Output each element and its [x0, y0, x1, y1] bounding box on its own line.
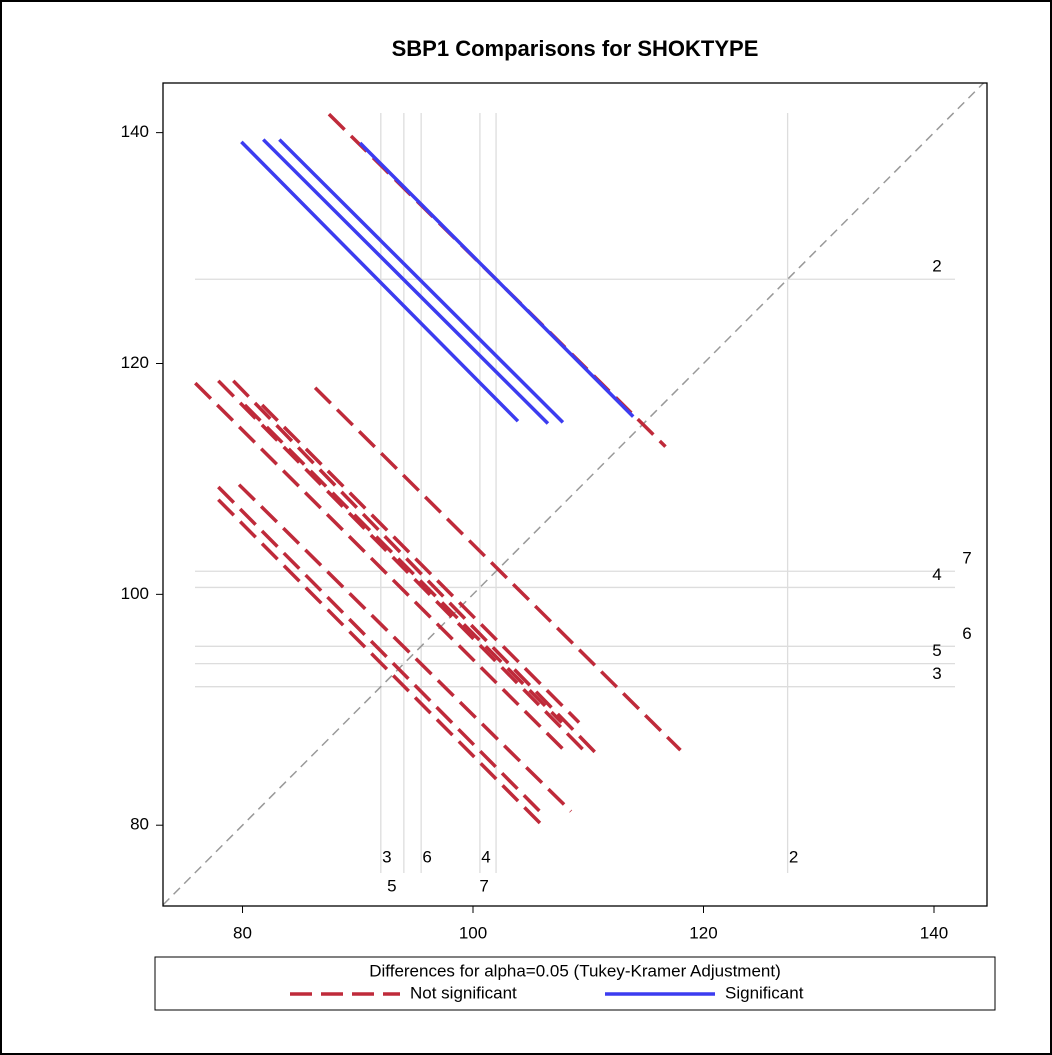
- group-label: 7: [479, 876, 488, 895]
- x-tick-label: 80: [233, 923, 252, 942]
- group-label: 4: [481, 847, 490, 866]
- group-label: 6: [422, 847, 431, 866]
- comparison-segment: [260, 403, 581, 724]
- comparison-segment: [358, 141, 635, 418]
- comparison-segment: [232, 379, 602, 759]
- x-tick-label: 100: [459, 923, 487, 942]
- y-tick-label: 100: [121, 584, 149, 603]
- group-label: 7: [962, 549, 971, 568]
- group-label: 5: [932, 641, 941, 660]
- comparison-segment: [217, 379, 585, 752]
- legend-label: Not significant: [410, 983, 517, 1002]
- x-tick-label: 120: [689, 923, 717, 942]
- y-tick-label: 140: [121, 122, 149, 141]
- diagonal: [162, 82, 985, 906]
- comparison-segment: [243, 403, 563, 724]
- comparison-segment: [240, 140, 520, 423]
- comparison-segment: [194, 381, 570, 757]
- legend-label: Significant: [725, 983, 804, 1002]
- comparison-segment: [278, 138, 565, 424]
- comparison-segment: [237, 483, 573, 813]
- comparison-segment: [217, 498, 544, 827]
- y-tick-label: 120: [121, 353, 149, 372]
- comparison-segment: [217, 485, 542, 813]
- y-tick-label: 80: [130, 815, 149, 834]
- group-label: 4: [932, 565, 941, 584]
- group-label: 6: [962, 624, 971, 643]
- chart-title: SBP1 Comparisons for SHOKTYPE: [392, 36, 759, 61]
- x-tick-label: 140: [920, 923, 948, 942]
- legend-title: Differences for alpha=0.05 (Tukey-Kramer…: [369, 961, 781, 980]
- group-label: 3: [932, 664, 941, 683]
- plot-frame: [162, 82, 988, 907]
- group-label: 2: [932, 257, 941, 276]
- comparison-segment: [313, 386, 682, 752]
- group-label: 5: [387, 876, 396, 895]
- legend-box: [154, 956, 996, 1011]
- comparison-segment: [262, 138, 550, 425]
- group-label: 3: [382, 847, 391, 866]
- group-label: 2: [789, 847, 798, 866]
